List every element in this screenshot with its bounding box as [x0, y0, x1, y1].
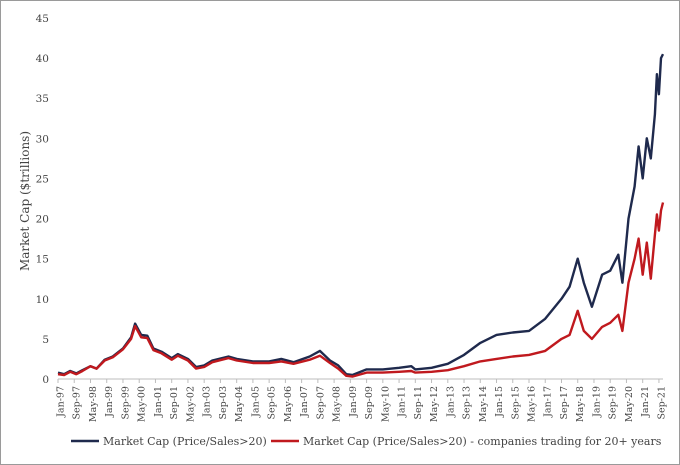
x-tick-label: May-00: [137, 386, 148, 422]
x-tick-label: Sep-11: [413, 386, 424, 420]
x-tick-label: May-12: [429, 386, 440, 422]
y-tick-label: 45: [36, 13, 49, 25]
x-tick-label: Sep-03: [218, 386, 229, 420]
x-tick-label: Jan-05: [250, 386, 261, 418]
x-tick-label: Jan-07: [299, 386, 310, 418]
y-tick-label: 25: [36, 173, 49, 185]
x-tick-label: Jan-97: [56, 386, 67, 418]
x-tick-label: Sep-15: [510, 386, 521, 420]
x-tick-label: Sep-17: [559, 386, 570, 420]
series-line-20-years: [57, 202, 665, 378]
y-axis-ticks: 0 5 10 15 20 25 30 35 40 45: [36, 13, 49, 386]
x-tick-label: Sep-07: [315, 386, 326, 420]
x-tick-label: May-06: [283, 386, 294, 422]
x-tick-label: Sep-13: [462, 386, 473, 420]
x-tick-label: May-20: [624, 386, 635, 422]
series-lines: [57, 53, 665, 378]
legend: Market Cap (Price/Sales>20) Market Cap (P…: [71, 435, 662, 448]
x-tick-label: Jan-01: [153, 386, 164, 418]
legend-label: Market Cap (Price/Sales>20): [103, 435, 267, 448]
y-tick-label: 30: [36, 133, 49, 145]
x-tick-label: May-18: [575, 386, 586, 422]
x-tick-label: May-04: [234, 386, 245, 422]
x-tick-label: Jan-21: [640, 386, 651, 418]
x-tick-label: Sep-21: [656, 386, 667, 420]
x-tick-label: Jan-09: [348, 386, 359, 418]
y-tick-label: 0: [42, 374, 49, 386]
y-tick-label: 40: [36, 53, 49, 65]
x-tick-label: Jan-19: [591, 386, 602, 418]
x-tick-label: Jan-99: [104, 386, 115, 418]
y-tick-label: 35: [36, 93, 49, 105]
legend-label: Market Cap (Price/Sales>20) - companies …: [303, 435, 662, 448]
y-axis-label: Market Cap ($trillions): [18, 131, 32, 271]
x-tick-label: Jan-15: [494, 386, 505, 418]
x-tick-label: Jan-03: [202, 386, 213, 418]
x-axis: Jan-97 Sep-97 May-98 Jan-99 Sep-99 May-00 Jan-…: [56, 378, 667, 422]
x-tick-label: Jan-13: [445, 386, 456, 418]
x-tick-label: Jan-11: [397, 386, 408, 418]
x-tick-label: Sep-01: [169, 386, 180, 420]
x-tick-label: May-10: [380, 386, 391, 422]
y-tick-label: 20: [36, 214, 49, 226]
y-tick-label: 15: [36, 254, 49, 266]
x-tick-label: May-02: [185, 386, 196, 422]
x-tick-label: Sep-05: [267, 386, 278, 420]
x-tick-label: May-14: [478, 386, 489, 422]
x-tick-label: Jan-17: [543, 386, 554, 418]
y-tick-label: 10: [36, 294, 49, 306]
series-line-all: [57, 53, 665, 377]
x-tick-label: May-08: [332, 386, 343, 422]
x-tick-label: Sep-97: [72, 386, 83, 420]
x-tick-label: May-98: [88, 386, 99, 422]
x-tick-label: Sep-19: [608, 386, 619, 420]
x-tick-label: Sep-99: [120, 386, 131, 420]
y-tick-label: 5: [42, 334, 49, 346]
x-tick-label: Sep-09: [364, 386, 375, 420]
x-tick-label: May-16: [527, 386, 538, 422]
